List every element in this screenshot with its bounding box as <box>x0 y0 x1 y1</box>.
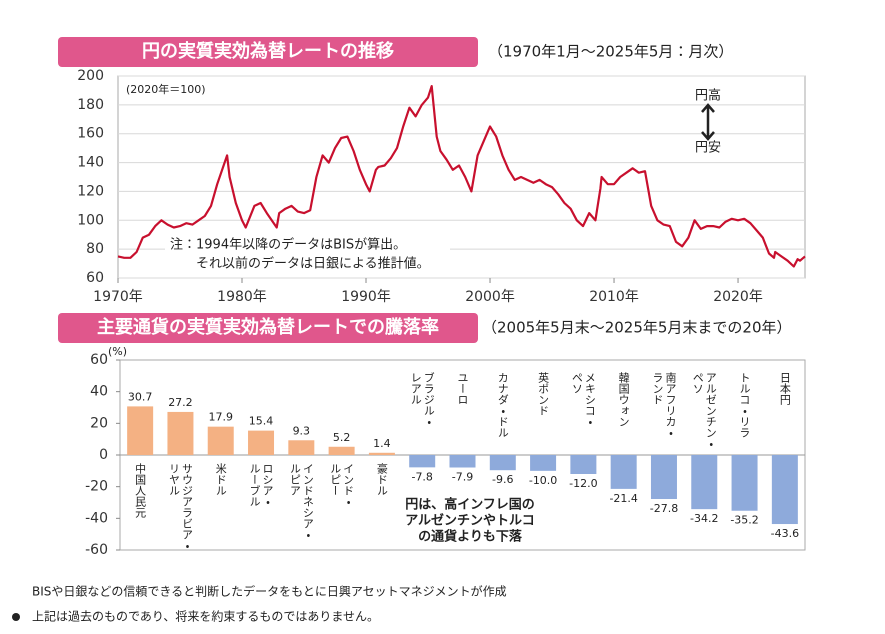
annotation: 円は、高インフレ国の <box>405 497 535 513</box>
value-label: 1.4 <box>373 437 391 450</box>
value-label: -27.8 <box>650 502 678 515</box>
value-label: 30.7 <box>128 390 153 403</box>
bar <box>650 455 677 500</box>
x-tick-label: 2000年 <box>465 289 515 305</box>
note-box <box>395 494 550 546</box>
value-label: -7.9 <box>452 471 473 484</box>
x-tick-label: 2020年 <box>713 289 763 305</box>
bullet <box>12 613 20 621</box>
annotation: 円安 <box>695 141 721 156</box>
bar <box>449 455 476 468</box>
value-label: -34.2 <box>690 512 718 525</box>
x-tick-label: 1990年 <box>341 289 391 305</box>
x-tick-label: 2010年 <box>589 289 639 305</box>
bar <box>288 440 315 455</box>
bar <box>409 455 436 468</box>
value-label: -12.0 <box>569 477 597 490</box>
category-label: 米ドル <box>214 463 227 496</box>
source-note: BISや日銀などの信頼できると判断したデータをもとに日興アセットマネジメントが作… <box>32 584 507 599</box>
y-tick-label: 20 <box>90 415 108 431</box>
y-tick-label: 200 <box>77 68 104 84</box>
bar-chart: -60 -40 -20 0 20 40 60(%) 30.7 中国人民元 27.2 サウジアラビア・… <box>85 345 805 558</box>
title-banner <box>58 313 478 343</box>
value-label: -7.8 <box>411 470 432 483</box>
annotation: の通貨よりも下落 <box>418 529 523 545</box>
category-label: インド・ルピー <box>329 463 355 507</box>
y-tick-label: -20 <box>85 479 108 495</box>
category-label: カナダ・ドル <box>496 372 509 438</box>
y-unit: (%) <box>108 345 127 358</box>
bar <box>368 452 395 455</box>
y-tick-label: 180 <box>77 97 104 113</box>
bar <box>570 455 597 474</box>
value-label: -10.0 <box>529 474 557 487</box>
bar <box>167 411 194 455</box>
value-label: 5.2 <box>333 431 351 444</box>
category-label: 南アフリカ・ランド <box>651 372 677 438</box>
category-label: 英ポンド <box>537 371 550 416</box>
category-label: ブラジル・レアル <box>409 371 435 427</box>
value-label: -9.6 <box>492 473 513 486</box>
category-label: ロシア・ルーブル <box>248 463 274 507</box>
arrow <box>701 103 715 141</box>
bar <box>207 426 234 455</box>
value-label: 27.2 <box>168 396 193 409</box>
annotation: 円高 <box>695 88 721 104</box>
y-tick-label: 0 <box>99 447 108 463</box>
chart-subtitle: （1970年1月～2025年5月：月次） <box>488 43 733 61</box>
category-label: 豪ドル <box>375 462 388 496</box>
x-tick-label: 1970年 <box>93 289 143 305</box>
y-tick-label: 120 <box>77 183 104 199</box>
category-label: 韓国ウォン <box>617 372 630 427</box>
chart-title: 円の実質実効為替レートの推移 <box>142 40 394 62</box>
bar <box>771 455 798 525</box>
annotation: それ以前のデータは日銀による推計値。 <box>196 256 430 272</box>
line-chart: 60 80 100 120 140 160 180 200 1970年 1980年 1990年 200… <box>77 68 806 305</box>
category-label: メキシコ・ペソ <box>570 372 596 427</box>
category-label: サウジアラビア・リヤル <box>167 463 193 551</box>
bar <box>691 455 718 510</box>
value-label: -35.2 <box>730 514 758 527</box>
y-tick-label: -60 <box>85 542 108 558</box>
value-label: -43.6 <box>771 527 799 540</box>
y-tick-label: 100 <box>77 212 104 228</box>
chart-title: 主要通貨の実質実効為替レートでの騰落率 <box>97 316 439 338</box>
note-box <box>165 234 450 274</box>
category-label: インドネシア・ルピア <box>288 463 314 540</box>
y-tick-label: -40 <box>85 510 108 526</box>
category-label: 中国人民元 <box>134 463 147 518</box>
category-label: トルコ・リラ <box>738 372 751 438</box>
bar <box>610 455 637 489</box>
annotation: アルゼンチンやトルコ <box>405 513 535 529</box>
y-tick-label: 60 <box>86 270 104 286</box>
category-label: アルゼンチン・ペソ <box>691 372 717 449</box>
chart-subtitle: （2005年5月末～2025年5月末までの20年） <box>482 319 792 337</box>
annotation: 注：1994年以降のデータはBISが算出。 <box>170 237 406 253</box>
bar <box>731 455 758 511</box>
value-label: -21.4 <box>609 492 637 505</box>
title-banner <box>58 37 478 67</box>
y-tick-label: 40 <box>90 384 108 400</box>
disclaimer: 上記は過去のものであり、将来を約束するものではありません。 <box>32 609 379 624</box>
y-tick-label: 140 <box>77 155 104 171</box>
line-series <box>117 85 806 268</box>
bar <box>127 406 154 455</box>
bar <box>328 446 355 455</box>
bar <box>530 455 557 471</box>
x-tick-label: 1980年 <box>217 289 267 305</box>
value-label: 17.9 <box>208 411 233 424</box>
value-label: 9.3 <box>293 424 311 437</box>
category-label: ユーロ <box>456 372 469 405</box>
annotation: (2020年＝100) <box>126 82 206 96</box>
category-label: 日本円 <box>778 372 791 406</box>
bar <box>248 430 275 455</box>
y-tick-label: 60 <box>90 352 108 368</box>
y-tick-label: 80 <box>86 241 104 257</box>
y-tick-label: 160 <box>77 126 104 142</box>
value-label: 15.4 <box>249 415 274 428</box>
bar <box>489 455 516 471</box>
